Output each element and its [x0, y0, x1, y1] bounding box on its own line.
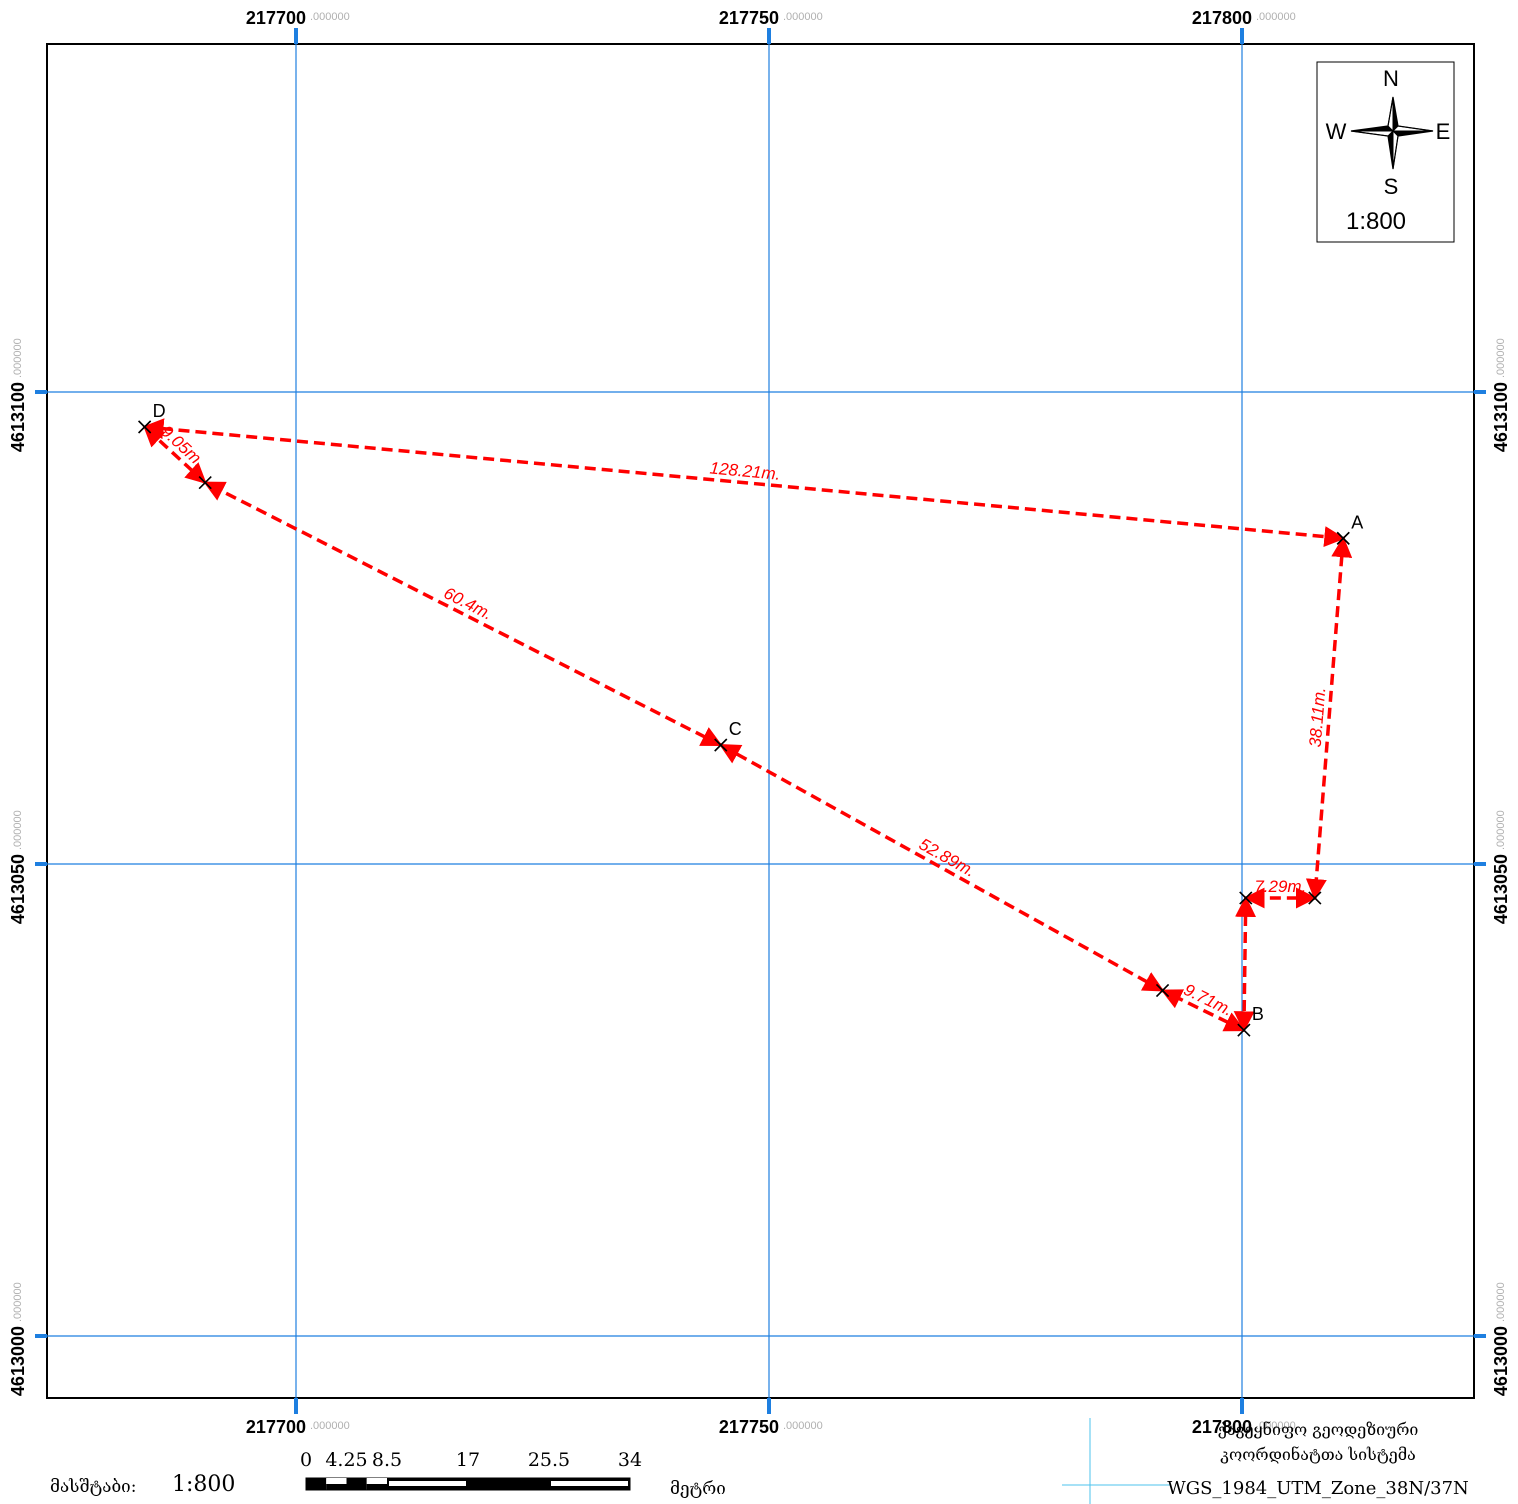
scalebar-block: [326, 1478, 347, 1484]
point-label-b: B: [1252, 1004, 1264, 1024]
grid-y-label-left: 4613100 .000000: [8, 338, 28, 452]
crs-name: WGS_1984_UTM_Zone_38N/37N: [1167, 1478, 1469, 1499]
scalebar-block: [551, 1481, 628, 1486]
grid-x-label-bottom: 217700: [246, 1417, 306, 1437]
point-label-a: A: [1351, 512, 1363, 532]
segment-length-text: 52.89m.: [916, 835, 979, 881]
survey-points: A B C D: [138, 401, 1363, 1037]
scale-unit: მეტრი: [670, 1479, 726, 1499]
grid-y-label-text: 4613000: [8, 1326, 28, 1396]
grid-y-label-right: 4613050 .000000: [1491, 810, 1511, 924]
vertex-marker: [1308, 891, 1322, 905]
scalebar-block: [389, 1481, 466, 1486]
grid-y-label-right: 4613000 .000000: [1491, 1282, 1511, 1396]
compass-rose-icon: [1350, 96, 1434, 170]
scalebar-tick-label: 17: [456, 1449, 480, 1471]
grid-y-label-left: 4613050 .000000: [8, 810, 28, 924]
vertex-marker: [714, 738, 728, 752]
point-label-c: C: [729, 719, 742, 739]
scalebar-block: [387, 1484, 468, 1490]
segment-length-label: 38.11m.: [1306, 687, 1330, 748]
grid-x-label-bottom: 217800: [1192, 1417, 1252, 1437]
scalebar-tick-label: 4.25: [325, 1449, 367, 1471]
grid-x-label-top: 217800: [1192, 8, 1252, 28]
grid-x-decimals-bottom: .000000: [1256, 1420, 1296, 1432]
segment-line: [1233, 895, 1257, 1033]
vertex-marker: [1156, 983, 1170, 998]
grid-y-decimals: .000000: [1495, 338, 1507, 378]
scalebar-block: [326, 1484, 347, 1490]
grid-lines: [35, 28, 1486, 1414]
grid-y-decimals: .000000: [12, 1282, 24, 1322]
grid-labels: 217700 .000000 217700 .000000 217750 .000000 2…: [8, 8, 1511, 1437]
scalebar-block: [346, 1478, 367, 1490]
segment-length-text: 38.11m.: [1306, 687, 1330, 748]
scalebar-block: [366, 1484, 387, 1490]
grid-x-decimals-bottom: .000000: [783, 1420, 823, 1432]
grid-y-label-text: 4613050: [1491, 854, 1511, 924]
segment-line: [142, 418, 1346, 548]
compass-s: S: [1384, 174, 1399, 199]
vertex-marker: [198, 476, 212, 490]
grid-x-decimals-top: .000000: [310, 11, 350, 23]
segment-length-text: 128.21m.: [709, 458, 781, 483]
grid-y-label-text: 4613100: [1491, 382, 1511, 452]
scalebar-tick-label: 8.5: [372, 1449, 402, 1471]
grid-y-decimals: .000000: [12, 338, 24, 378]
grid-y-label-text: 4613050: [8, 854, 28, 924]
scalebar-tick-label: 34: [618, 1449, 642, 1471]
vertex-marker: [1336, 531, 1350, 545]
compass-e: E: [1436, 119, 1451, 144]
segment-line: [203, 481, 723, 747]
scale-label: მასშტაბი:: [50, 1477, 136, 1497]
grid-y-decimals: .000000: [12, 810, 24, 850]
grid-x-decimals-top: .000000: [1256, 11, 1296, 23]
grid-x-decimals-top: .000000: [783, 11, 823, 23]
scalebar-block: [306, 1478, 327, 1490]
vertex-marker: [1239, 891, 1253, 905]
vertex-marker: [1237, 1023, 1251, 1037]
grid-y-label-text: 4613000: [1491, 1326, 1511, 1396]
crs-symbol: [1062, 1418, 1170, 1504]
map-frame: [46, 43, 1475, 1399]
segment-length-label: 128.21m.: [709, 458, 781, 483]
north-arrow-box: N S E W 1:800: [1316, 61, 1455, 243]
scale-value: 1:800: [172, 1472, 235, 1497]
compass-n: N: [1383, 66, 1399, 91]
scalebar-block: [468, 1478, 549, 1490]
segment-length-text: 7.29m.: [1254, 877, 1306, 896]
scalebar-block: [549, 1484, 630, 1490]
legend: მასშტაბი: 1:800 0 4.25 8.5 17 25.5 34 მეტრი ქ…: [50, 1418, 1469, 1504]
grid-y-label-text: 4613100: [8, 382, 28, 452]
vertex-marker: [138, 420, 152, 434]
scalebar-tick-label: 25.5: [528, 1449, 570, 1471]
grid-y-label-left: 4613000 .000000: [8, 1282, 28, 1396]
crs-line2: კოორდინატთა სისტემა: [1220, 1445, 1415, 1464]
grid-y-decimals: .000000: [1495, 1282, 1507, 1322]
grid-x-decimals-bottom: .000000: [310, 1420, 350, 1432]
segment-length-label: 7.29m.: [1254, 877, 1306, 896]
segment-length-label: 52.89m.: [916, 835, 979, 881]
grid-x-label-top: 217750: [719, 8, 779, 28]
segment-line: [1305, 536, 1353, 901]
grid-x-label-top: 217700: [246, 8, 306, 28]
segment-line: [718, 743, 1165, 993]
scalebar: 0 4.25 8.5 17 25.5 34: [300, 1449, 642, 1491]
scalebar-tick-label: 0: [300, 1449, 312, 1471]
segment-line: [143, 425, 207, 485]
point-label-d: D: [153, 401, 166, 421]
segment-line: [1160, 988, 1246, 1032]
grid-y-decimals: .000000: [1495, 810, 1507, 850]
grid-y-label-right: 4613100 .000000: [1491, 338, 1511, 452]
compass-w: W: [1326, 119, 1347, 144]
grid-x-label-bottom: 217750: [719, 1417, 779, 1437]
compass-scale: 1:800: [1346, 208, 1406, 235]
crs-line1: ქავეყნიფო გეოდეზიური: [1218, 1420, 1419, 1439]
traverse-lines: 128.21m.38.11m.7.29m.9.71m.52.89m.60.4m.…: [142, 418, 1353, 1033]
scalebar-block: [366, 1478, 387, 1484]
